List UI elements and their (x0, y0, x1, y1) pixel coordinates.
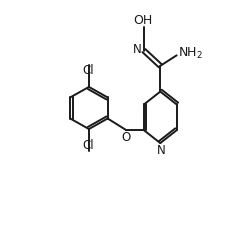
Text: O: O (122, 131, 131, 144)
Text: OH: OH (133, 14, 152, 27)
Text: NH$_2$: NH$_2$ (178, 46, 203, 60)
Text: N: N (132, 43, 141, 56)
Text: N: N (157, 144, 166, 157)
Text: Cl: Cl (82, 139, 94, 152)
Text: Cl: Cl (82, 64, 94, 77)
